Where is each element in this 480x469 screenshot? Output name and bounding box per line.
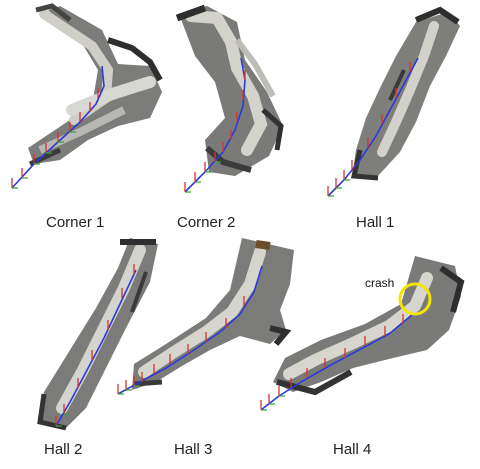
caption-hall-4: Hall 4	[333, 441, 372, 458]
caption-hall-2: Hall 2	[44, 441, 83, 458]
point-cloud-corner-1	[11, 3, 163, 189]
panel-hall-4: crash Hall 4	[255, 232, 480, 469]
caption-corner-1: Corner 1	[46, 214, 105, 231]
caption-corner-2: Corner 2	[177, 214, 236, 231]
panel-hall-3: Hall 3	[110, 232, 310, 469]
panel-corner-2: Corner 2	[165, 0, 325, 231]
panel-corner-1: Corner 1	[0, 0, 165, 231]
caption-hall-3: Hall 3	[174, 441, 213, 458]
panel-hall-1: Hall 1	[320, 0, 480, 231]
point-cloud-hall-1	[327, 6, 460, 197]
point-cloud-hall-3	[117, 238, 294, 395]
point-cloud-hall-4	[260, 256, 465, 411]
panel-hall-2: Hall 2	[0, 232, 165, 469]
crash-label: crash	[365, 276, 395, 290]
point-cloud-corner-2	[175, 4, 284, 193]
point-cloud-hall-2	[37, 238, 158, 431]
crash-marker-circle	[398, 282, 432, 316]
caption-hall-1: Hall 1	[356, 214, 395, 231]
